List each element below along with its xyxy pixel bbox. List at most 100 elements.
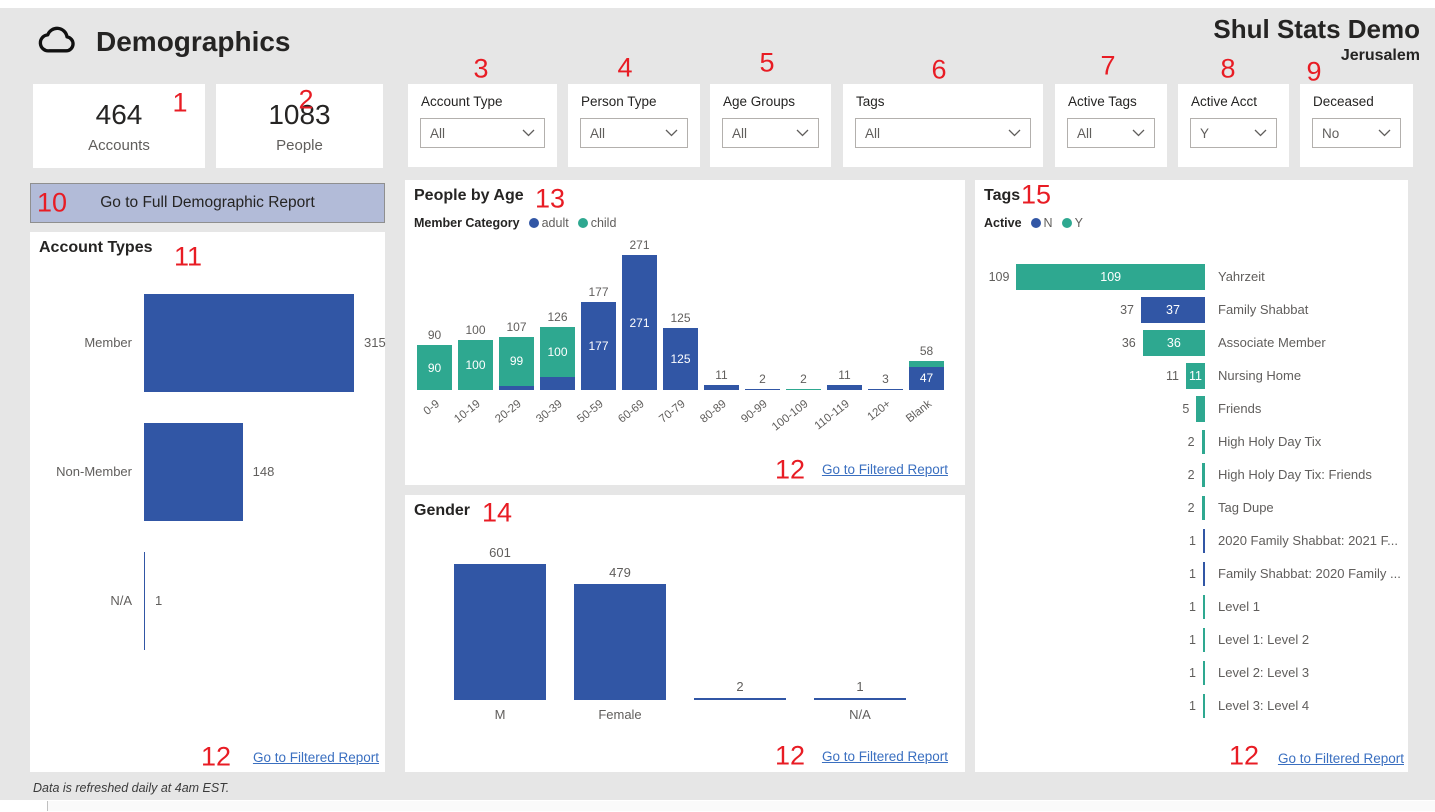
filter-card-person-type: Person Type All [568, 84, 700, 167]
account-type-row: N/A 1 [40, 536, 379, 665]
tag-bar[interactable] [1203, 693, 1205, 718]
full-demographic-report-button[interactable]: Go to Full Demographic Report [30, 183, 385, 223]
gender-bar-group[interactable]: 2 [680, 545, 800, 700]
filter-label-active-tags: Active Tags [1068, 94, 1137, 109]
annotation-mark-4: 4 [617, 52, 633, 83]
tag-bar-zone: 36 36 [983, 329, 1205, 356]
age-bar-group[interactable]: 2 90-99 [739, 238, 780, 426]
age-bar-group[interactable]: 125 125 70-79 [657, 238, 698, 426]
age-bar-segment-adult[interactable]: 177 [581, 301, 616, 390]
age-bar-segment-adult[interactable] [868, 388, 903, 390]
account-type-bar[interactable] [144, 293, 354, 392]
age-total-label: 90 [427, 328, 442, 342]
age-bar-group[interactable]: 107 99 20-29 [493, 238, 534, 426]
age-bar-segment-adult[interactable]: 125 [663, 327, 698, 390]
tag-bar[interactable]: 11 [1185, 362, 1205, 389]
kpi-label: Accounts [88, 136, 150, 154]
age-bar-segment-adult[interactable]: 47 [909, 366, 944, 390]
tag-row: 36 36 Associate Member [983, 326, 1402, 359]
tag-bar[interactable]: 37 [1141, 296, 1205, 323]
tag-bar[interactable]: 109 [1016, 263, 1205, 290]
account-type-bar[interactable] [144, 422, 243, 521]
tags-filtered-report-link[interactable]: Go to Filtered Report [1277, 751, 1404, 766]
filter-dropdown-tags[interactable]: All [855, 118, 1031, 148]
age-total-label: 177 [588, 284, 609, 299]
age-bar-segment-adult[interactable] [704, 384, 739, 390]
tag-value-label: 1 [1189, 533, 1196, 548]
people-by-age-filtered-report-link[interactable]: Go to Filtered Report [821, 462, 948, 477]
gender-bar[interactable] [574, 584, 666, 700]
tag-bar-zone: 1 [983, 660, 1205, 685]
age-bar-segment-child[interactable] [786, 388, 821, 390]
age-bar-group[interactable]: 3 120+ [865, 238, 903, 423]
scrollbar-divider [47, 801, 48, 811]
age-axis-label: 30-39 [534, 398, 565, 426]
gender-bar-group[interactable]: 1 N/A [800, 545, 920, 722]
tag-bar-zone: 11 11 [983, 362, 1205, 389]
tag-bar[interactable] [1203, 594, 1205, 619]
account-type-category-label: Member [84, 335, 132, 350]
age-bar-segment-child[interactable]: 99 [499, 336, 534, 386]
filter-dropdown-account-type[interactable]: All [420, 118, 545, 148]
filter-dropdown-active-acct[interactable]: Y [1190, 118, 1277, 148]
tags-panel: Tags Active N Y 109 109 Yahrzeit 37 37 Family S… [975, 180, 1408, 772]
gender-bar-group[interactable]: 601 M [440, 545, 560, 722]
age-bar-segment-child[interactable]: 100 [540, 327, 575, 377]
annotation-mark-12: 12 [1228, 740, 1260, 771]
tag-name-label: Associate Member [1218, 335, 1326, 350]
account-types-filtered-report-link[interactable]: Go to Filtered Report [252, 750, 379, 765]
filter-dropdown-active-tags[interactable]: All [1067, 118, 1155, 148]
filter-label-deceased: Deceased [1313, 94, 1374, 109]
age-bar-segment-child[interactable]: 90 [417, 345, 452, 390]
horizontal-scrollbar[interactable] [0, 800, 1435, 812]
age-bar-group[interactable]: 11 110-119 [813, 238, 862, 432]
account-type-bar[interactable] [144, 551, 145, 650]
age-bar-group[interactable]: 126 100 30-39 [534, 238, 575, 426]
tag-row: 1 Family Shabbat: 2020 Family ... [983, 557, 1402, 590]
age-bar-group[interactable]: 177 177 50-59 [575, 238, 616, 426]
age-bar-group[interactable]: 2 100-109 [770, 238, 821, 433]
age-bar-segment-adult[interactable] [499, 386, 534, 390]
tag-bar-inner-value: 37 [1166, 302, 1180, 317]
age-total-label: 2 [759, 371, 766, 386]
filter-card-active-tags: Active Tags All [1055, 84, 1167, 167]
tag-bar-zone: 37 37 [983, 296, 1205, 323]
age-bar-segment-adult[interactable] [540, 377, 575, 390]
cloud-icon [34, 20, 82, 65]
filter-dropdown-deceased[interactable]: No [1312, 118, 1401, 148]
gender-bar-group[interactable]: 479 Female [560, 545, 680, 722]
age-bar-segment-adult[interactable]: 271 [622, 255, 657, 390]
gender-bar[interactable] [814, 698, 906, 700]
tag-bar[interactable]: 36 [1142, 329, 1205, 356]
age-bar-group[interactable]: 90 90 0-9 [417, 238, 452, 418]
age-bar-segment-child[interactable]: 100 [458, 340, 493, 390]
tag-bar-inner-value: 36 [1166, 335, 1181, 350]
tag-bar[interactable] [1196, 395, 1205, 422]
age-axis-label: 0-9 [421, 398, 442, 418]
account-type-value-label: 148 [252, 464, 275, 479]
tag-bar[interactable] [1201, 429, 1205, 454]
tag-bar[interactable] [1201, 495, 1205, 520]
filter-dropdown-age-groups[interactable]: All [722, 118, 819, 148]
age-bar-group[interactable]: 100 100 10-19 [452, 238, 493, 426]
tag-bar[interactable] [1201, 462, 1205, 487]
annotation-mark-12: 12 [774, 454, 806, 485]
gender-bar[interactable] [694, 698, 786, 700]
tag-bar-zone: 1 [983, 528, 1205, 553]
age-bar-segment-adult[interactable] [745, 388, 780, 390]
tag-bar[interactable] [1203, 627, 1205, 652]
age-bar-segment-child[interactable] [909, 361, 944, 367]
age-bar-group[interactable]: 58 47 Blank [904, 238, 944, 425]
age-bar-segment-adult[interactable] [827, 384, 862, 390]
filter-dropdown-person-type[interactable]: All [580, 118, 688, 148]
chevron-down-icon [665, 124, 678, 142]
gender-filtered-report-link[interactable]: Go to Filtered Report [821, 749, 948, 764]
age-bar-group[interactable]: 271 271 60-69 [616, 238, 657, 426]
tag-name-label: Nursing Home [1218, 368, 1302, 383]
scrollbar-thumb[interactable] [48, 801, 1435, 811]
tag-bar[interactable] [1203, 528, 1205, 553]
tag-bar[interactable] [1203, 561, 1205, 586]
tag-bar[interactable] [1203, 660, 1205, 685]
age-bar-group[interactable]: 11 80-89 [698, 238, 739, 426]
gender-bar[interactable] [454, 564, 546, 700]
